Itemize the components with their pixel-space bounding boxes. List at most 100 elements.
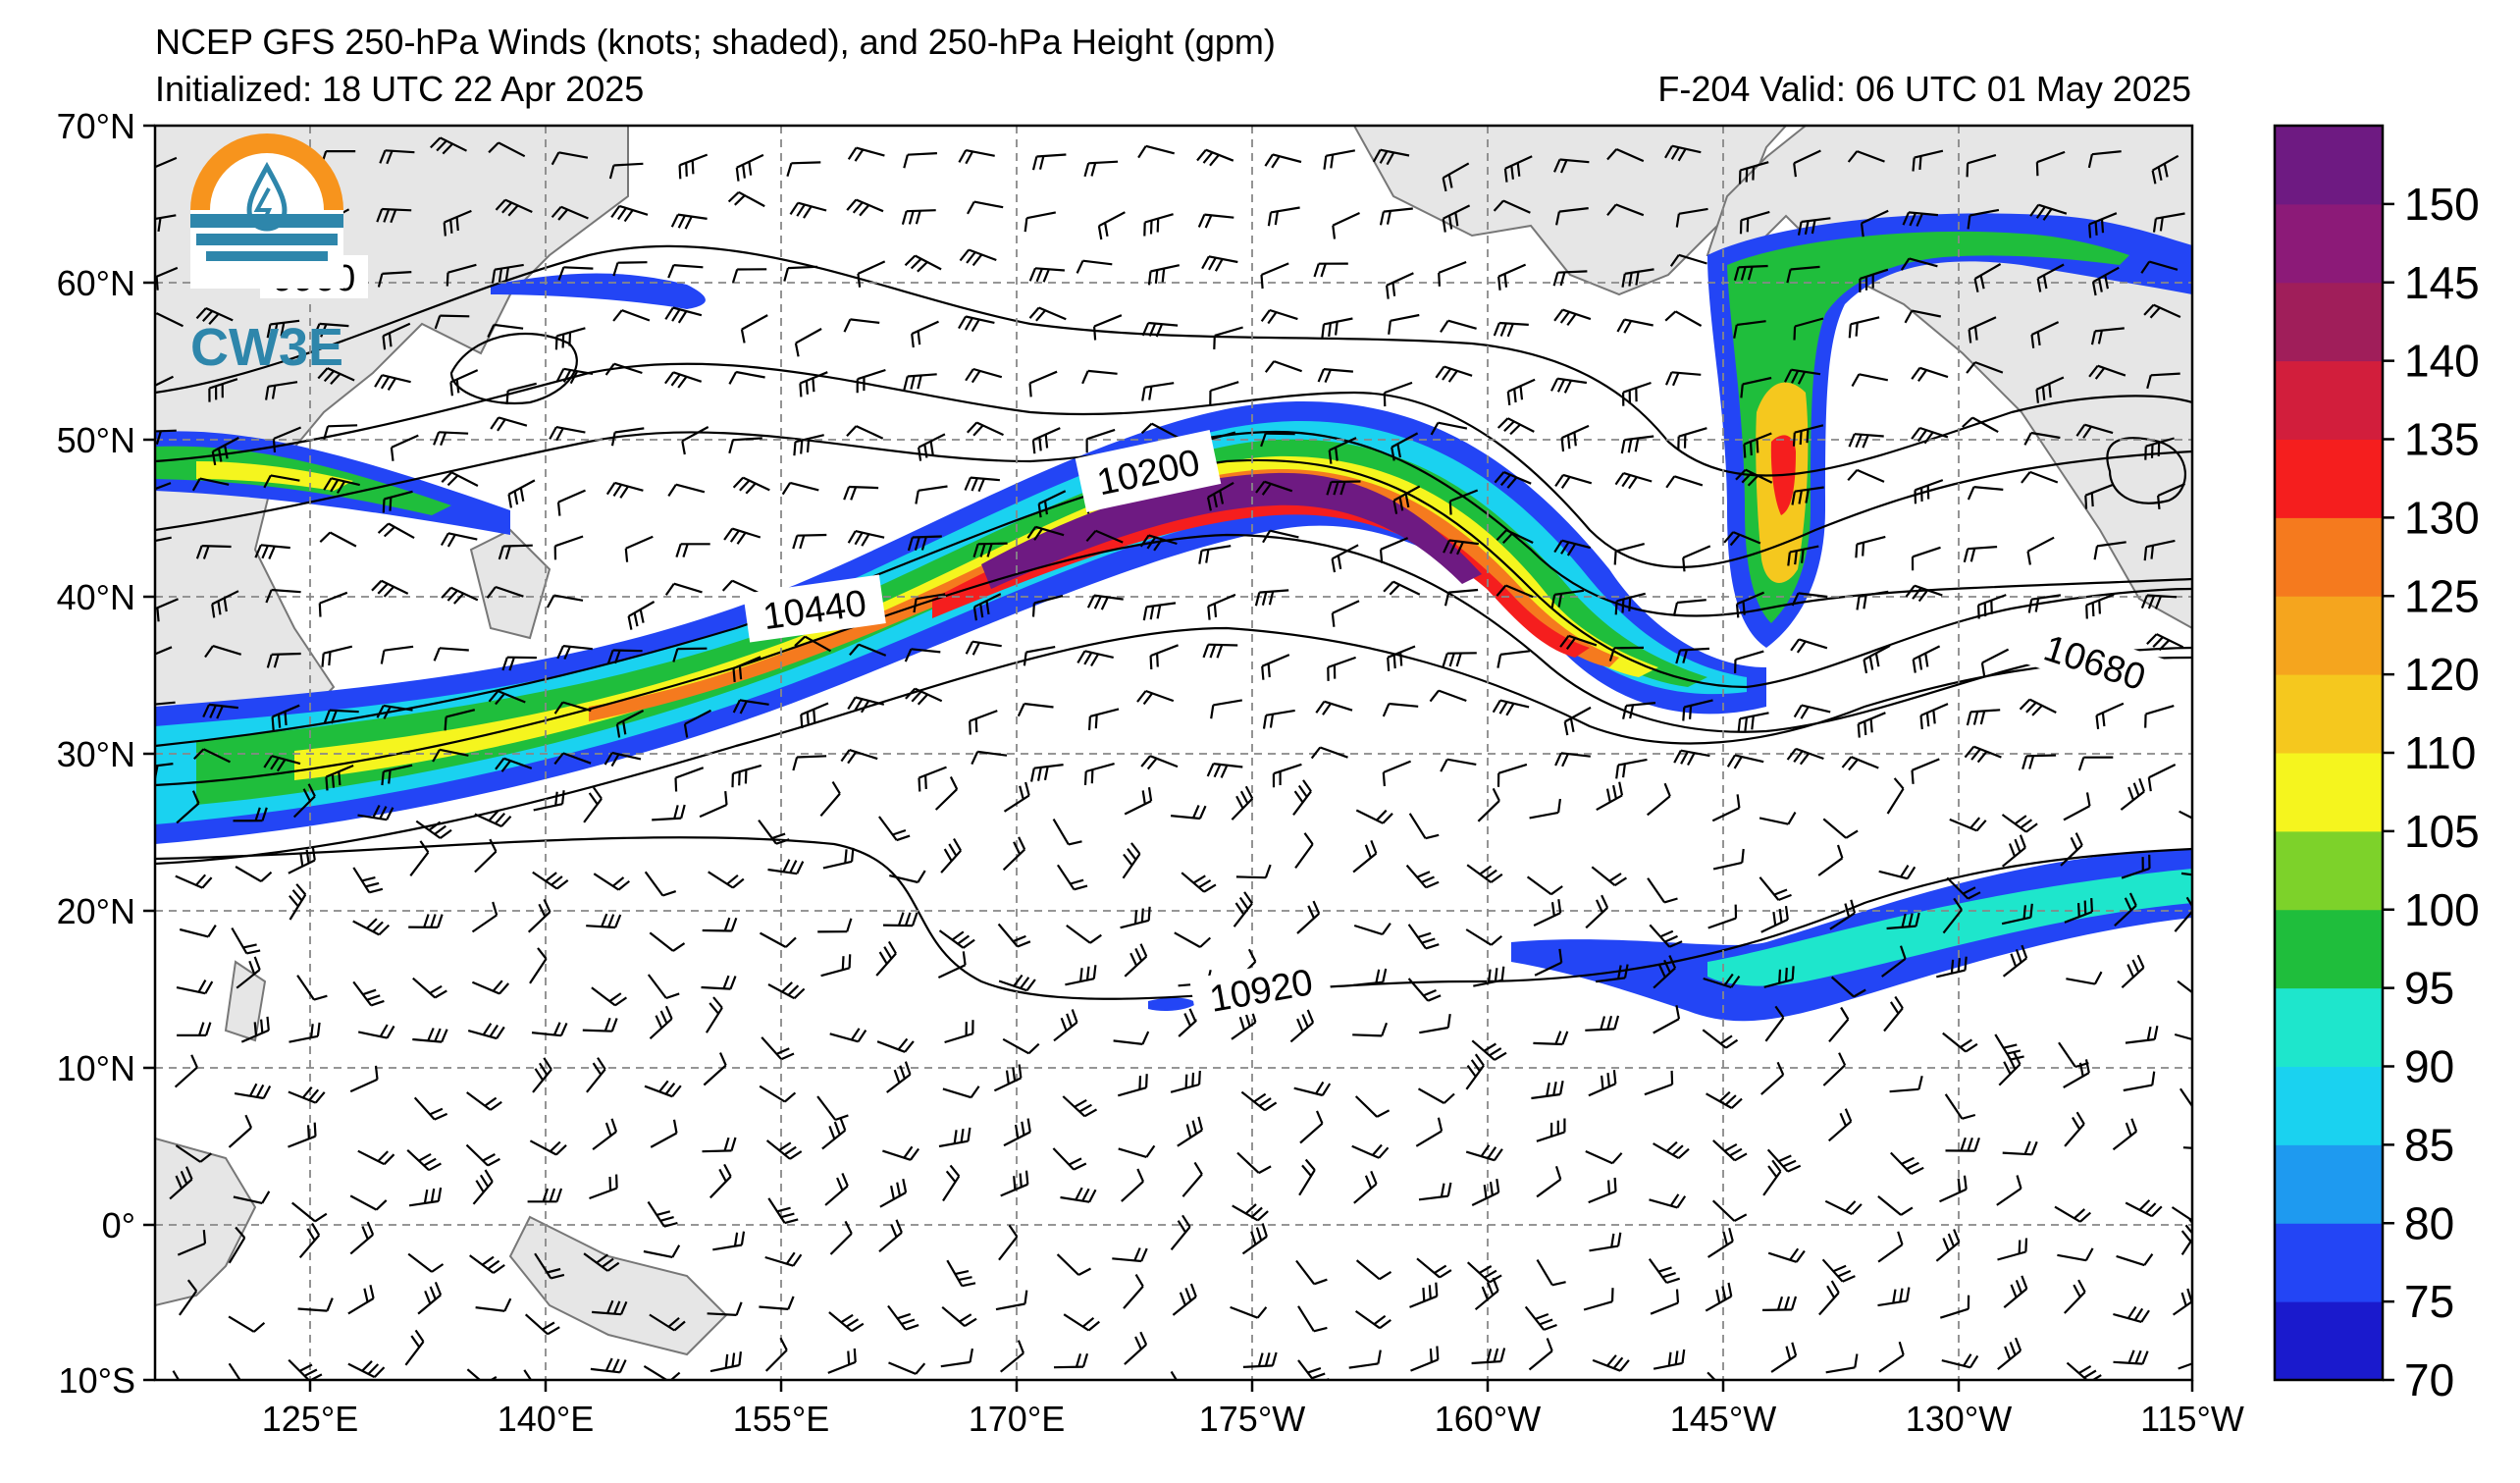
wind-barb xyxy=(1559,634,1598,650)
wind-barb xyxy=(323,477,360,494)
wind-barb xyxy=(1997,1238,2028,1261)
wind-barb xyxy=(709,1163,732,1199)
wind-barb xyxy=(1323,149,1356,170)
wind-barb xyxy=(1653,1140,1690,1160)
wind-barb xyxy=(1653,1005,1681,1034)
wind-barb xyxy=(1003,1118,1031,1147)
wind-barb xyxy=(1196,148,1234,167)
wind-barb xyxy=(265,381,298,400)
wind-barb xyxy=(1240,1090,1278,1112)
wind-barb xyxy=(2121,954,2145,989)
wind-barb xyxy=(644,1080,682,1098)
wind-barb xyxy=(533,790,565,812)
wind-barb xyxy=(1790,638,1828,654)
colorbar-band xyxy=(2275,596,2383,675)
wind-barb xyxy=(664,582,703,596)
wind-barb xyxy=(794,635,832,653)
wind-barb xyxy=(1000,1170,1029,1197)
wind-barb xyxy=(440,532,478,548)
wind-barb xyxy=(1063,1313,1100,1332)
wind-barb xyxy=(964,476,1000,493)
wind-barb xyxy=(1939,1175,1968,1203)
wind-barb xyxy=(1646,782,1671,817)
colorbar-tick-label: 150 xyxy=(2404,179,2480,230)
wind-barb xyxy=(1555,207,1589,226)
wind-barb xyxy=(1911,546,1941,571)
wind-barb xyxy=(1493,199,1531,214)
wind-barb xyxy=(1552,270,1588,287)
wind-barb xyxy=(674,767,705,792)
wind-barb xyxy=(407,1252,445,1273)
wind-barb xyxy=(847,530,885,547)
wind-barb xyxy=(1321,317,1353,339)
wind-barb xyxy=(1170,1370,1179,1380)
wind-barb xyxy=(174,1054,198,1088)
wind-barb xyxy=(1669,253,1707,267)
wind-barb xyxy=(1419,1013,1451,1034)
wind-barb xyxy=(728,370,765,385)
wind-barb xyxy=(938,929,975,949)
wind-barb xyxy=(1588,1177,1617,1204)
wind-barb xyxy=(2087,150,2122,169)
wind-barb xyxy=(878,816,911,842)
wind-barb xyxy=(553,535,584,560)
wind-barb xyxy=(1664,371,1702,387)
wind-barb xyxy=(1650,1289,1680,1315)
wind-barb xyxy=(2182,1146,2192,1149)
wind-barb xyxy=(1076,259,1113,274)
wind-barb xyxy=(1262,709,1295,729)
wind-barb xyxy=(1493,321,1529,338)
wind-barb xyxy=(938,1127,971,1148)
wind-barb xyxy=(849,643,887,657)
wind-barb xyxy=(1620,435,1654,454)
wind-barb xyxy=(1877,1287,1911,1307)
wind-barb xyxy=(2179,1087,2192,1109)
wind-barb xyxy=(1140,422,1179,439)
wind-barb xyxy=(1653,1349,1686,1370)
wind-barb xyxy=(349,1065,379,1093)
wind-barb xyxy=(1206,481,1234,511)
wind-barb xyxy=(1702,1029,1739,1049)
wind-barb xyxy=(1442,162,1470,192)
wind-barb xyxy=(786,161,821,178)
wind-barb xyxy=(876,1037,915,1053)
wind-barb xyxy=(1264,360,1302,373)
wind-barb xyxy=(2064,1111,2085,1147)
wind-barb xyxy=(1613,543,1645,565)
wind-barb xyxy=(1136,689,1175,706)
colorbar-tick-label: 145 xyxy=(2404,257,2480,308)
wind-barb xyxy=(1967,486,2004,501)
wind-barb xyxy=(1583,1288,1614,1311)
wind-barb xyxy=(1900,257,1938,271)
wind-barb xyxy=(1945,1137,1980,1152)
wind-barb xyxy=(643,1245,681,1258)
wind-barb xyxy=(1762,1159,1782,1196)
wind-barb xyxy=(1942,1032,1978,1053)
wind-barb xyxy=(1442,204,1471,233)
wind-barb xyxy=(288,846,316,874)
wind-barb xyxy=(172,1370,181,1380)
wind-barb xyxy=(498,544,533,560)
wind-barb xyxy=(1534,948,1563,977)
wind-barb xyxy=(1297,1305,1328,1333)
wind-barb xyxy=(846,425,884,440)
wind-barb xyxy=(1734,650,1764,674)
wind-barb xyxy=(501,656,537,671)
wind-barb xyxy=(1962,416,1999,434)
wind-barb xyxy=(967,200,1004,215)
wind-barb xyxy=(1255,480,1293,496)
wind-barb xyxy=(487,323,524,338)
wind-barb xyxy=(1851,373,1889,388)
wind-barb xyxy=(412,1028,448,1043)
droplet-icon xyxy=(246,161,288,232)
wind-barb xyxy=(2035,150,2066,177)
wind-barb xyxy=(176,790,200,824)
wind-barb xyxy=(1793,149,1821,178)
wind-barb xyxy=(1331,544,1359,573)
wind-barb xyxy=(1760,905,1789,933)
wind-barb xyxy=(1726,754,1764,769)
wind-barb xyxy=(2029,203,2068,221)
wind-barb xyxy=(934,776,959,811)
wind-barb xyxy=(1066,925,1102,944)
wind-barb xyxy=(1170,1070,1201,1093)
